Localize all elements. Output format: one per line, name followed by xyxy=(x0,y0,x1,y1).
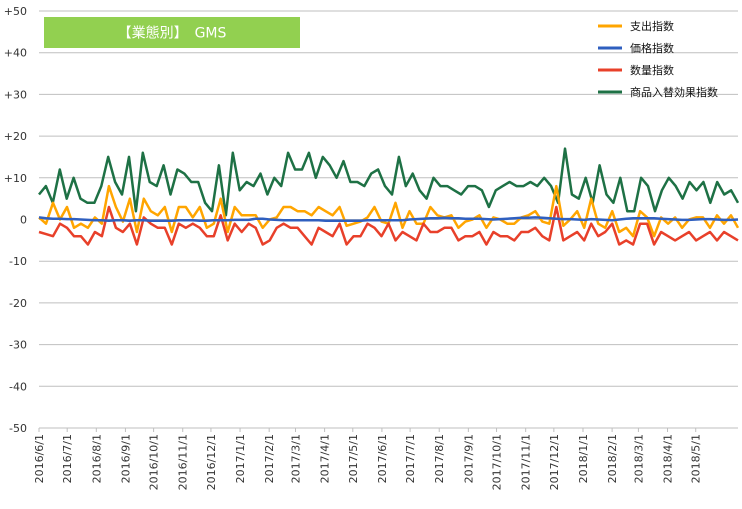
y-tick-label: 0 xyxy=(20,214,27,227)
x-tick-label: 2018/1/1 xyxy=(577,434,590,483)
x-tick-label: 2016/11/1 xyxy=(177,434,190,490)
x-tick-label: 2017/6/1 xyxy=(376,434,389,483)
y-tick-label: -20 xyxy=(9,297,27,310)
x-axis-ticks: 2016/6/1 2016/7/1 2016/8/1 2016/9/1 2016/10/… xyxy=(33,428,703,490)
legend-label: 商品入替効果指数 xyxy=(630,85,718,99)
x-tick-label: 2018/3/1 xyxy=(632,434,645,483)
y-tick-label: -50 xyxy=(9,422,27,435)
y-tick-label: +50 xyxy=(4,5,27,18)
y-tick-label: +10 xyxy=(4,172,27,185)
legend-label: 支出指数 xyxy=(630,19,674,33)
x-tick-label: 2017/7/1 xyxy=(404,434,417,483)
series-line-4 xyxy=(38,147,740,217)
x-tick-label: 2017/11/1 xyxy=(520,434,533,490)
x-tick-label: 2017/4/1 xyxy=(319,434,332,483)
x-tick-label: 2017/10/1 xyxy=(491,434,504,490)
legend-label: 価格指数 xyxy=(630,41,674,55)
x-tick-label: 2018/4/1 xyxy=(662,434,675,483)
y-tick-label: +30 xyxy=(4,88,27,101)
x-tick-label: 2017/5/1 xyxy=(347,434,360,483)
y-tick-label: +40 xyxy=(4,47,27,60)
y-axis-ticks: +50 +40 +30 +20 +10 0 -10 -20 -30 -40 -50 xyxy=(4,5,27,435)
series-lines xyxy=(38,147,740,246)
y-tick-label: -10 xyxy=(9,255,27,268)
x-tick-label: 2017/12/1 xyxy=(548,434,561,490)
chart-title-background xyxy=(44,17,300,48)
series-line-2 xyxy=(38,216,739,223)
x-tick-label: 2017/3/1 xyxy=(289,434,302,483)
y-tick-label: +20 xyxy=(4,130,27,143)
x-tick-label: 2017/2/1 xyxy=(263,434,276,483)
x-tick-label: 2017/1/1 xyxy=(234,434,247,483)
x-tick-label: 2016/6/1 xyxy=(33,434,46,483)
legend-label: 数量指数 xyxy=(630,63,674,77)
x-tick-label: 2016/10/1 xyxy=(148,434,161,490)
y-tick-label: -40 xyxy=(9,380,27,393)
x-tick-label: 2018/2/1 xyxy=(606,434,619,483)
x-tick-label: 2018/5/1 xyxy=(690,434,703,483)
x-tick-label: 2017/8/1 xyxy=(433,434,446,483)
y-tick-label: -30 xyxy=(9,339,27,352)
chart-title-text: 【業態別】 GMS xyxy=(118,26,227,42)
x-tick-label: 2016/12/1 xyxy=(205,434,218,490)
x-tick-label: 2016/8/1 xyxy=(90,434,103,483)
x-tick-label: 2016/7/1 xyxy=(61,434,74,483)
chart-title: 【業態別】 GMS xyxy=(44,17,300,48)
x-tick-label: 2017/9/1 xyxy=(462,434,475,483)
x-tick-label: 2016/9/1 xyxy=(119,434,132,483)
series-line-3 xyxy=(38,205,739,246)
